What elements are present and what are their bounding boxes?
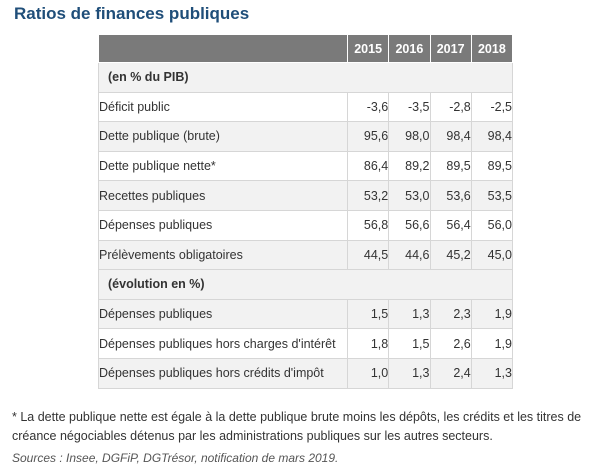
row-value: 53,0: [388, 180, 431, 211]
section-heading: (en % du PIB): [98, 62, 513, 93]
header-year: 2016: [388, 34, 431, 63]
row-label: Dépenses publiques: [98, 209, 348, 241]
footnote: * La dette publique nette est égale à la…: [12, 410, 582, 443]
row-label: Recettes publiques: [98, 180, 348, 211]
row-value: 56,4: [429, 209, 472, 241]
table-row: Dépenses publiques 56,8 56,6 56,4 56,0: [98, 209, 514, 241]
row-label: Dépenses publiques: [98, 298, 348, 330]
row-value: 98,4: [429, 121, 472, 152]
row-value: 1,5: [346, 298, 390, 330]
row-value: 53,5: [470, 180, 514, 211]
row-value: 53,2: [346, 180, 390, 211]
row-value: 98,4: [470, 121, 514, 152]
table-row: Déficit public -3,6 -3,5 -2,8 -2,5: [98, 91, 514, 123]
section-heading: (évolution en %): [98, 269, 513, 300]
row-value: 1,3: [388, 298, 431, 330]
row-value: 56,6: [388, 209, 431, 241]
row-value: -2,8: [429, 91, 472, 123]
row-value: 45,2: [429, 239, 472, 271]
row-value: 1,3: [388, 357, 431, 389]
header-year: 2017: [429, 34, 472, 63]
row-value: 98,0: [388, 121, 431, 152]
row-value: 1,0: [346, 357, 390, 389]
page-title: Ratios de finances publiques: [14, 4, 250, 23]
row-value: 95,6: [346, 121, 390, 152]
row-value: 89,2: [388, 150, 431, 182]
row-label: Prélèvements obligatoires: [98, 239, 348, 271]
row-label: Dette publique (brute): [98, 121, 348, 152]
row-value: -3,6: [346, 91, 390, 123]
row-value: 44,6: [388, 239, 431, 271]
section-heading-row: (en % du PIB): [98, 62, 513, 93]
row-value: 1,5: [388, 328, 431, 359]
row-value: 45,0: [470, 239, 514, 271]
section-heading-row: (évolution en %): [98, 269, 513, 300]
header-year: 2015: [346, 34, 390, 63]
table-header-row: 2015 2016 2017 2018: [98, 34, 514, 63]
row-value: 2,6: [429, 328, 472, 359]
row-value: 1,3: [470, 357, 514, 389]
row-label: Dépenses publiques hors crédits d'impôt: [98, 357, 348, 389]
table-row: Dette publique (brute) 95,6 98,0 98,4 98…: [98, 121, 514, 152]
row-value: 86,4: [346, 150, 390, 182]
header-year: 2018: [470, 34, 514, 63]
row-value: 56,0: [470, 209, 514, 241]
row-value: -2,5: [470, 91, 514, 123]
row-value: 53,6: [429, 180, 472, 211]
table-row: Prélèvements obligatoires 44,5 44,6 45,2…: [98, 239, 514, 271]
row-label: Déficit public: [98, 91, 348, 123]
row-value: 2,3: [429, 298, 472, 330]
row-value: 2,4: [429, 357, 472, 389]
row-value: -3,5: [388, 91, 431, 123]
table-row: Recettes publiques 53,2 53,0 53,6 53,5: [98, 180, 514, 211]
row-value: 44,5: [346, 239, 390, 271]
sources-note: Sources : Insee, DGFiP, DGTrésor, notifi…: [12, 451, 339, 465]
table-row: Dépenses publiques hors charges d'intérê…: [98, 328, 514, 359]
row-value: 1,9: [470, 298, 514, 330]
table-row: Dépenses publiques hors crédits d'impôt …: [98, 357, 514, 389]
header-blank-cell: [98, 34, 348, 63]
table-row: Dette publique nette* 86,4 89,2 89,5 89,…: [98, 150, 514, 182]
row-label: Dette publique nette*: [98, 150, 348, 182]
table-row: Dépenses publiques 1,5 1,3 2,3 1,9: [98, 298, 514, 330]
row-value: 1,9: [470, 328, 514, 359]
public-finance-table: 2015 2016 2017 2018 (en % du PIB) Défici…: [98, 34, 514, 389]
row-value: 56,8: [346, 209, 390, 241]
row-label: Dépenses publiques hors charges d'intérê…: [98, 328, 348, 359]
row-value: 89,5: [429, 150, 472, 182]
row-value: 89,5: [470, 150, 514, 182]
row-value: 1,8: [346, 328, 390, 359]
